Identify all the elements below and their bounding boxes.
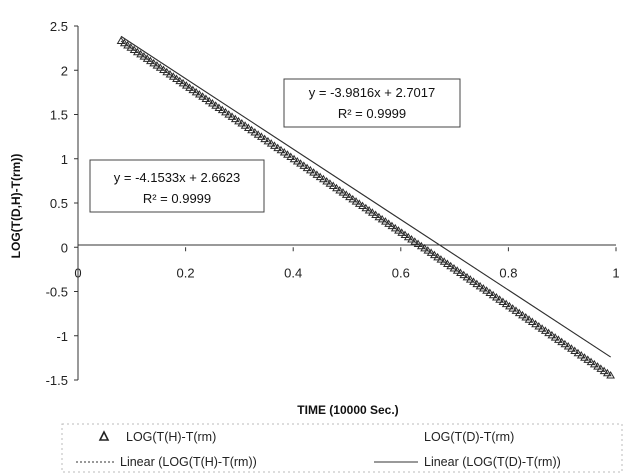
y-tick-label: -0.5 [46,285,68,300]
annotation-r2-d: R² = 0.9999 [338,106,406,121]
legend-label-d: LOG(T(D)-T(rm) [424,430,514,444]
y-tick-label: 0 [61,240,68,255]
annotation-box-d: y = -3.9816x + 2.7017 R² = 0.9999 [284,79,460,127]
legend-label-h: LOG(T(H)-T(rm) [126,430,216,444]
y-axis-title: LOG(T(D,H)-T(rm)) [9,154,23,259]
x-tick-label: 0.2 [177,265,195,280]
annotation-r2-h: R² = 0.9999 [143,191,211,206]
y-tick-label: 1.5 [50,108,68,123]
x-tick-label: 0.4 [284,265,302,280]
annotation-equation-h: y = -4.1533x + 2.6623 [114,170,240,185]
x-tick-label: 0.6 [392,265,410,280]
legend: LOG(T(H)-T(rm) LOG(T(D)-T(rm) Linear (LO… [62,424,622,472]
y-tick-label: 2 [61,63,68,78]
legend-label-linear-d: Linear (LOG(T(D)-T(rm)) [424,455,561,469]
y-tick-label: -1 [56,329,68,344]
legend-label-linear-h: Linear (LOG(T(H)-T(rm)) [120,455,257,469]
x-axis-title: TIME (10000 Sec.) [297,403,398,417]
annotation-box-h: y = -4.1533x + 2.6623 R² = 0.9999 [90,160,264,212]
y-tick-label: 1 [61,152,68,167]
y-tick-label: 2.5 [50,19,68,34]
x-tick-label: 1 [612,265,619,280]
y-tick-label: 0.5 [50,196,68,211]
legend-marker-triangle [100,432,108,440]
y-tick-label: -1.5 [46,373,68,388]
annotation-equation-d: y = -3.9816x + 2.7017 [309,85,435,100]
x-tick-label: 0.8 [499,265,517,280]
